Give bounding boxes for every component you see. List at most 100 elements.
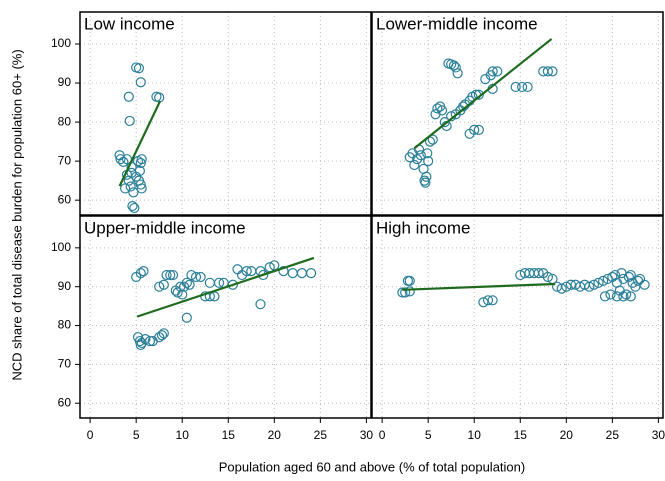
point (195, 271, 206, 283)
x-tick-label: 0 (379, 428, 386, 442)
x-tick-label: 5 (425, 428, 432, 442)
point (127, 200, 138, 212)
point (306, 268, 317, 279)
panel-title: Lower-middle income (376, 14, 538, 33)
point (432, 103, 443, 114)
panel-title: Low income (84, 14, 175, 33)
x-tick-label: 25 (606, 428, 620, 442)
point (135, 77, 146, 88)
point (473, 89, 484, 100)
point (172, 287, 183, 298)
point (610, 269, 621, 281)
point (135, 179, 146, 190)
point (134, 335, 145, 347)
point (420, 177, 431, 188)
point (213, 277, 225, 288)
point (487, 295, 498, 306)
point (400, 287, 411, 298)
point (605, 289, 616, 300)
point (128, 187, 139, 198)
point (134, 165, 145, 176)
point (123, 91, 134, 102)
y-axis-label: NCD share of total disease burden for po… (9, 49, 24, 380)
point (156, 330, 168, 341)
x-tick-label: 30 (652, 428, 665, 442)
point (140, 334, 151, 345)
point (154, 281, 165, 292)
point (473, 124, 484, 135)
x-tick-label: 5 (133, 428, 140, 442)
point (124, 115, 135, 127)
x-tick-label: 30 (360, 428, 374, 442)
point (181, 277, 192, 288)
y-tick-label: 60 (58, 395, 72, 409)
point (136, 154, 147, 165)
point (450, 109, 461, 120)
point (423, 156, 434, 167)
point (492, 66, 503, 77)
y-tick-label: 80 (58, 114, 72, 128)
y-tick-label: 70 (58, 357, 72, 371)
point (404, 275, 415, 286)
point (593, 277, 604, 288)
panel-frame (79, 11, 372, 216)
point (625, 269, 636, 281)
point (241, 266, 252, 277)
point (625, 291, 636, 302)
point (639, 279, 650, 290)
x-tick-label: 0 (87, 428, 94, 442)
point (611, 291, 623, 302)
y-tick-label: 80 (58, 318, 72, 332)
panel-title: Upper-middle income (84, 218, 246, 237)
point (517, 81, 528, 93)
y-tick-label: 100 (51, 240, 71, 254)
point (482, 295, 494, 306)
panel-title: High income (376, 218, 471, 237)
x-tick-label: 20 (268, 428, 282, 442)
point (133, 63, 145, 74)
x-tick-label: 20 (560, 428, 574, 442)
point (296, 268, 308, 279)
x-tick-label: 15 (222, 428, 236, 442)
x-tick-label: 15 (514, 428, 528, 442)
x-tick-label: 10 (468, 428, 482, 442)
point (556, 283, 567, 294)
point (129, 202, 140, 214)
point (542, 66, 553, 77)
point (584, 281, 595, 292)
point (181, 312, 192, 323)
point (204, 277, 215, 288)
point (255, 299, 266, 310)
point (227, 279, 238, 290)
point (177, 289, 188, 300)
point (269, 260, 280, 271)
point (542, 271, 553, 283)
point (158, 328, 169, 339)
y-tick-label: 90 (58, 75, 72, 89)
y-tick-label: 60 (58, 192, 72, 206)
point (158, 279, 169, 290)
panel-frame (371, 215, 664, 419)
point (136, 183, 147, 194)
point (522, 81, 533, 93)
point (599, 291, 611, 302)
point (397, 287, 408, 298)
point (618, 291, 629, 302)
x-axis-label: Population aged 60 and above (% of total… (219, 459, 525, 474)
x-tick-label: 10 (176, 428, 190, 442)
y-tick-label: 100 (51, 36, 71, 50)
point (287, 268, 298, 279)
y-tick-label: 70 (58, 153, 72, 167)
point (533, 268, 544, 279)
point (415, 150, 426, 161)
fit-line (413, 38, 553, 150)
point (427, 134, 438, 145)
y-tick-label: 90 (58, 279, 72, 293)
point (232, 264, 243, 275)
point (487, 66, 498, 77)
point (167, 269, 179, 281)
point (165, 269, 176, 281)
point (125, 181, 136, 192)
fit-line (402, 282, 556, 291)
